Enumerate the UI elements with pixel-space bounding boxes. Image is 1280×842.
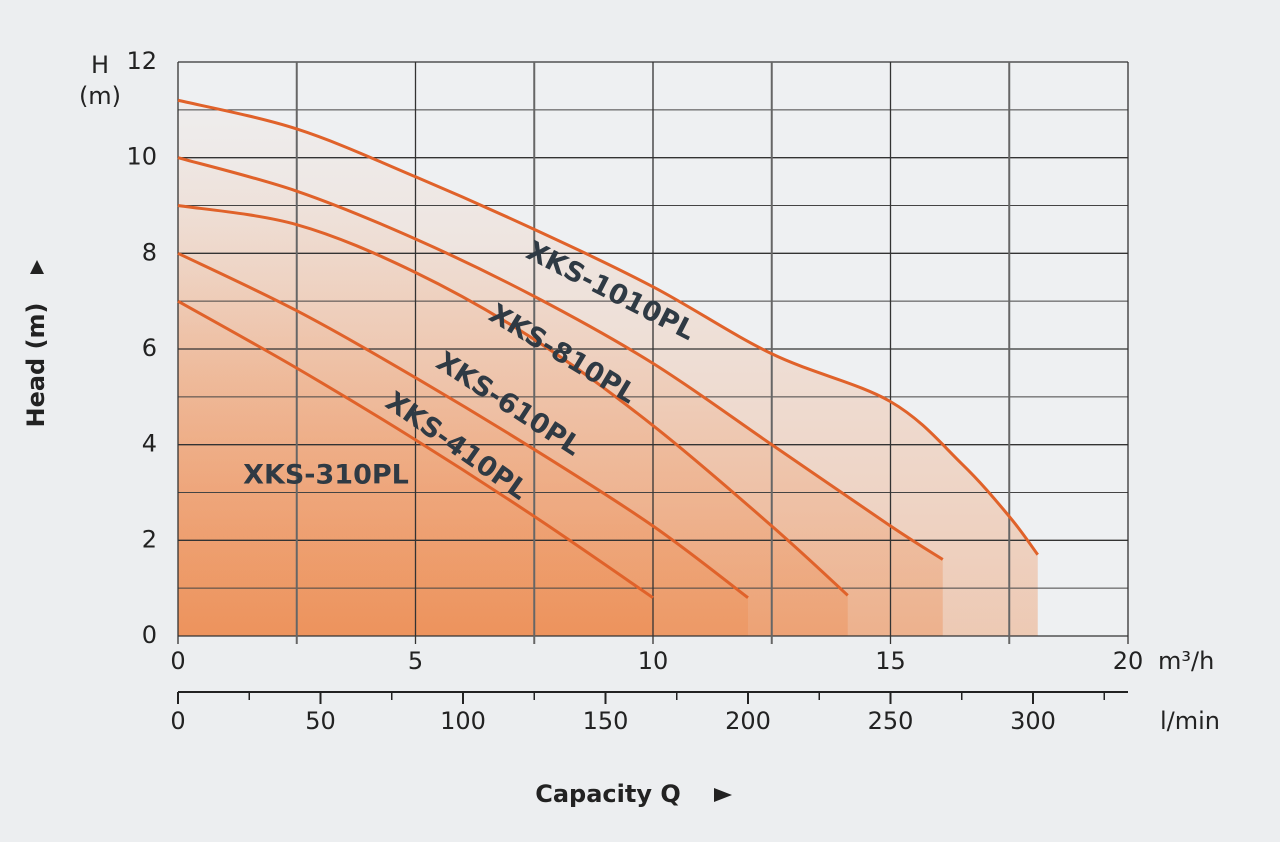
y-tick-label: 2 [142, 525, 157, 553]
curve [177, 251, 749, 599]
curve [177, 156, 944, 561]
x-tick-label: 0 [170, 647, 185, 675]
x-arrow [714, 788, 732, 802]
curve [177, 98, 1039, 556]
curve [177, 204, 849, 597]
x2-tick-label: 200 [725, 707, 771, 735]
curve [177, 299, 654, 599]
curve-label: XKS-310PL [243, 460, 409, 491]
y-axis-label: Head (m) [22, 302, 50, 427]
x-tick-label: 20 [1113, 647, 1144, 675]
y-unit-top: H [91, 51, 109, 79]
y-tick-label: 6 [142, 334, 157, 362]
x-tick-label: 15 [875, 647, 906, 675]
x2-tick-label: 250 [868, 707, 914, 735]
y-unit: (m) [79, 82, 121, 110]
x-tick-label: 5 [408, 647, 423, 675]
x-unit: m³/h [1158, 647, 1214, 675]
x2-tick-label: 0 [170, 707, 185, 735]
y-tick-label: 4 [142, 430, 157, 458]
y-tick-label: 0 [142, 621, 157, 649]
x-tick-label: 10 [638, 647, 669, 675]
y-tick-label: 12 [126, 47, 157, 75]
y-tick-label: 8 [142, 238, 157, 266]
x2-tick-label: 100 [440, 707, 486, 735]
x2-unit: l/min [1160, 707, 1220, 735]
y-arrow [30, 260, 44, 274]
x2-tick-label: 300 [1010, 707, 1056, 735]
x-axis-label: Capacity Q [535, 780, 681, 808]
x2-tick-label: 50 [305, 707, 336, 735]
y-tick-label: 10 [126, 143, 157, 171]
x2-tick-label: 150 [583, 707, 629, 735]
